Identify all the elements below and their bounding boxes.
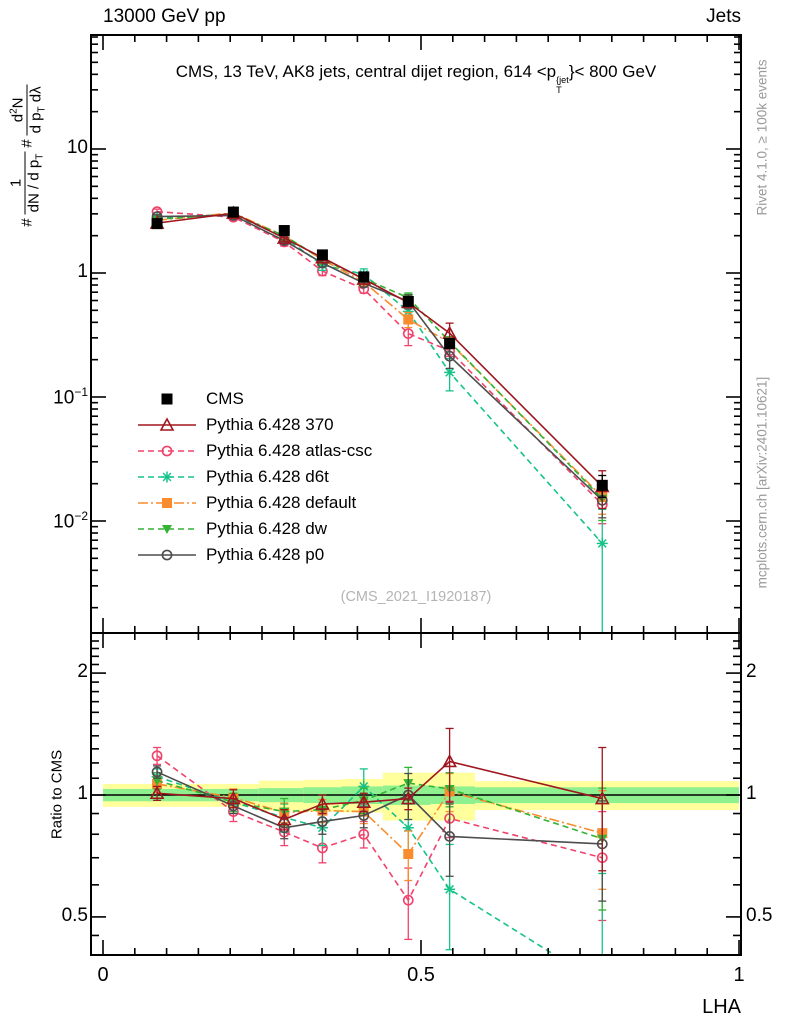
x-axis-title: LHA [702,996,741,1018]
legend-marker-pythia-d6t [138,471,196,483]
rivet-version-note: Rivet 4.1.0, ≥ 100k events [754,59,770,216]
beam-energy-label: 13000 GeV pp [103,6,226,27]
title-superscript: {jet [556,75,569,85]
ratio-y-tick-label-right: 0.5 [746,904,773,926]
title-subscript: T [556,85,562,95]
plot-title: CMS, 13 TeV, AK8 jets, central dijet reg… [175,62,657,95]
main-y-tick-label: 1 [77,261,88,282]
ratio-y-tick-label-left: 2 [77,661,88,683]
legend-marker-cms [161,393,173,405]
ratio-series-pythia-atlas-csc [151,746,608,941]
mcplots-arxiv-note: mcplots.cern.ch [arXiv:2401.10621] [754,376,770,589]
analysis-group-label: Jets [706,6,741,27]
ratio-y-tick-label-right: 1 [746,783,757,804]
legend-label-pythia-p0: Pythia 6.428 p0 [206,545,325,564]
legend-marker-pythia-atlas-csc [138,445,196,457]
ratio-panel-series [149,727,610,955]
x-tick-label: 0 [97,964,109,986]
legend-item-pythia-atlas-csc: Pythia 6.428 atlas-csc [138,438,372,464]
legend-item-pythia-dw: Pythia 6.428 dw [138,516,372,542]
ratio-y-tick-label-left: 0.5 [61,904,88,926]
legend-marker-pythia-370 [138,417,196,431]
legend-label-cms: CMS [206,389,244,408]
analysis-id-watermark: (CMS_2021_I1920187) [340,589,492,605]
legend-label-pythia-dw: Pythia 6.428 dw [206,519,327,538]
legend-item-pythia-370: Pythia 6.428 370 [138,412,372,438]
legend-item-pythia-default: Pythia 6.428 default [138,490,372,516]
legend-item-cms: CMS [138,386,372,412]
legend-marker-pythia-dw [138,525,196,534]
axis-ticks [91,35,741,955]
legend-label-pythia-atlas-csc: Pythia 6.428 atlas-csc [206,441,373,460]
main-y-tick-label: 10−1 [53,385,88,409]
legend-item-pythia-d6t: Pythia 6.428 d6t [138,464,372,490]
panel-frames [90,34,742,956]
legend-marker-pythia-default [138,498,196,508]
legend-label-pythia-d6t: Pythia 6.428 d6t [206,467,329,486]
legend-label-pythia-370: Pythia 6.428 370 [206,415,334,434]
ratio-y-tick-label-left: 1 [77,783,88,804]
main-y-tick-label: 10−2 [53,509,88,533]
main-y-tick-label: 10 [66,137,88,158]
x-tick-label: 0.5 [407,964,435,986]
legend: CMS Pythia 6.428 370 Pythia 6.428 atlas-cs… [138,386,372,568]
legend-item-pythia-p0: Pythia 6.428 p0 [138,542,372,568]
ratio-series-pythia-370 [149,727,610,872]
legend-label-pythia-default: Pythia 6.428 default [206,493,357,512]
ratio-y-tick-label-right: 2 [746,661,757,683]
x-tick-label: 1 [733,964,745,986]
series-cms [151,206,608,498]
legend-marker-pythia-p0 [138,549,196,561]
